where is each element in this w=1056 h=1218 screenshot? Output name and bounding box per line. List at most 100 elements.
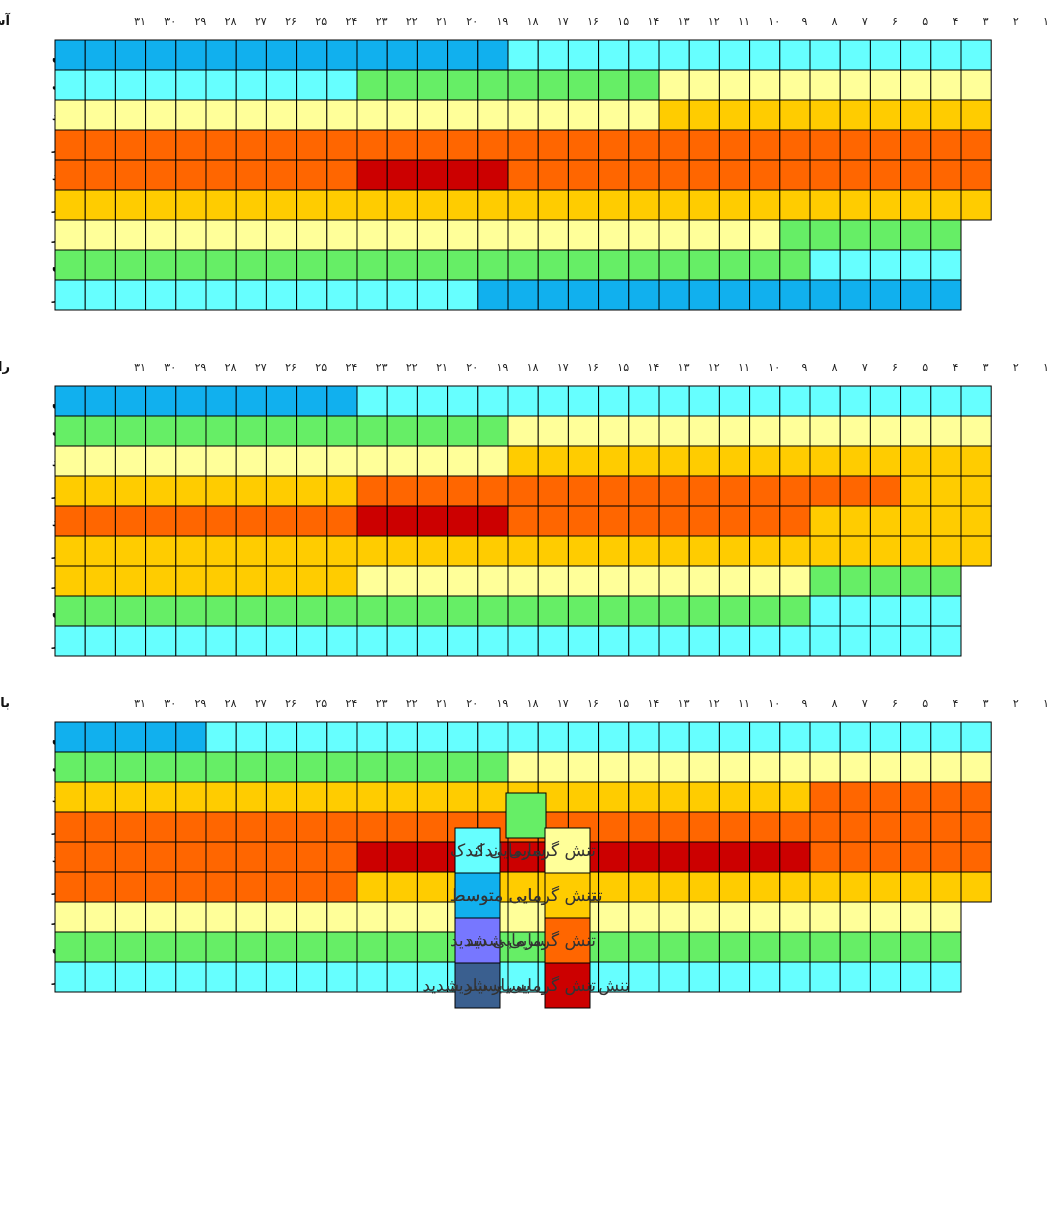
heatmap-cell [749, 39, 781, 71]
heatmap-cell [507, 159, 539, 191]
heatmap-cell [598, 279, 630, 311]
heatmap-cell [809, 751, 841, 783]
heatmap-cell [839, 69, 871, 101]
heatmap-cell [416, 385, 449, 417]
heatmap-cell [326, 129, 358, 161]
heatmap-cell [447, 595, 479, 627]
heatmap-cell [658, 901, 690, 933]
day-tick-label: ۲۵ [315, 697, 327, 710]
heatmap-cell [809, 931, 841, 963]
heatmap-cell [749, 249, 781, 281]
panel-title: رامسر نوشهر [0, 360, 10, 375]
heatmap-cell [386, 901, 418, 933]
heatmap-cell [507, 189, 539, 221]
heatmap-cell [718, 39, 751, 71]
heatmap-cell [447, 445, 479, 477]
heatmap-cell [296, 279, 328, 311]
heatmap-cell [839, 871, 871, 903]
heatmap-cell [54, 415, 86, 447]
heatmap-cell [779, 159, 811, 191]
heatmap-cell [54, 595, 86, 627]
heatmap-cell [507, 901, 539, 933]
heatmap-cell [900, 69, 932, 101]
heatmap-cell [507, 505, 539, 537]
heatmap-cell [628, 159, 660, 191]
heatmap-cell [567, 279, 600, 311]
heatmap-cell [869, 279, 902, 311]
heatmap-cell [930, 721, 962, 753]
heatmap-cell [718, 931, 751, 963]
heatmap-cell [688, 781, 720, 813]
heatmap-cell [356, 625, 388, 657]
day-tick-label: ۱۰ [768, 15, 780, 28]
heatmap-cell [356, 535, 388, 567]
heatmap-cell [658, 871, 690, 903]
heatmap-cell [809, 535, 841, 567]
heatmap-cell [567, 781, 600, 813]
heatmap-cell [507, 39, 539, 71]
heatmap-cell [386, 721, 418, 753]
heatmap-cell [779, 961, 811, 993]
heatmap-cell [145, 781, 177, 813]
day-tick-label: ۲۱ [436, 15, 448, 28]
heatmap-cell [84, 625, 116, 657]
heatmap-cell [356, 565, 388, 597]
heatmap-cell [416, 249, 449, 281]
heatmap-cell [416, 961, 449, 993]
heatmap-cell [749, 445, 781, 477]
heatmap-cell [537, 625, 569, 657]
heatmap-cell [386, 219, 418, 251]
heatmap-cell [869, 595, 902, 627]
heatmap-cell [205, 505, 237, 537]
heatmap-cell [628, 249, 660, 281]
heatmap-cell [628, 871, 660, 903]
heatmap-cell [356, 249, 388, 281]
heatmap-cell [658, 189, 690, 221]
heatmap-cell [930, 751, 962, 783]
heatmap-cell [718, 189, 751, 221]
heatmap-cell [386, 445, 418, 477]
heatmap-cell [688, 841, 720, 873]
heatmap-cell [537, 219, 569, 251]
heatmap-cell [688, 961, 720, 993]
heatmap-cell [839, 159, 871, 191]
heatmap-cell [235, 189, 267, 221]
heatmap-cell [326, 565, 358, 597]
heatmap-cell [658, 249, 690, 281]
heatmap-cell [628, 219, 660, 251]
heatmap-cell [628, 901, 660, 933]
legend-heat-swatch [544, 872, 591, 919]
heatmap-cell [265, 721, 298, 753]
day-tick-label: ۲۴ [345, 361, 357, 374]
heatmap-cell [749, 751, 781, 783]
heatmap-cell [537, 129, 569, 161]
day-tick-label: ۴ [952, 15, 958, 28]
heatmap-cell [628, 751, 660, 783]
day-tick-label: ۳۱ [134, 361, 146, 374]
heatmap-cell [447, 159, 479, 191]
heatmap-cell [688, 595, 720, 627]
heatmap-cell [537, 535, 569, 567]
legend-heat-swatch [544, 917, 591, 964]
heatmap-cell [960, 159, 992, 191]
heatmap-cell [658, 39, 690, 71]
heatmap-cell [688, 625, 720, 657]
heatmap-cell [839, 565, 871, 597]
day-tick-label: ۷ [862, 15, 868, 28]
heatmap-cell [507, 721, 539, 753]
heatmap-cell [779, 69, 811, 101]
heatmap-cell [114, 781, 147, 813]
heatmap-cell [869, 219, 902, 251]
heatmap-cell [326, 781, 358, 813]
heatmap-cell [598, 931, 630, 963]
heatmap-cell [145, 505, 177, 537]
heatmap-cell [416, 39, 449, 71]
heatmap-cell [809, 385, 841, 417]
heatmap-cell [900, 535, 932, 567]
heatmap-cell [537, 385, 569, 417]
heatmap-cell [54, 781, 86, 813]
heatmap-cell [386, 415, 418, 447]
heatmap-cell [658, 535, 690, 567]
day-tick-label: ۱۳ [678, 15, 690, 28]
heatmap-cell [326, 505, 358, 537]
